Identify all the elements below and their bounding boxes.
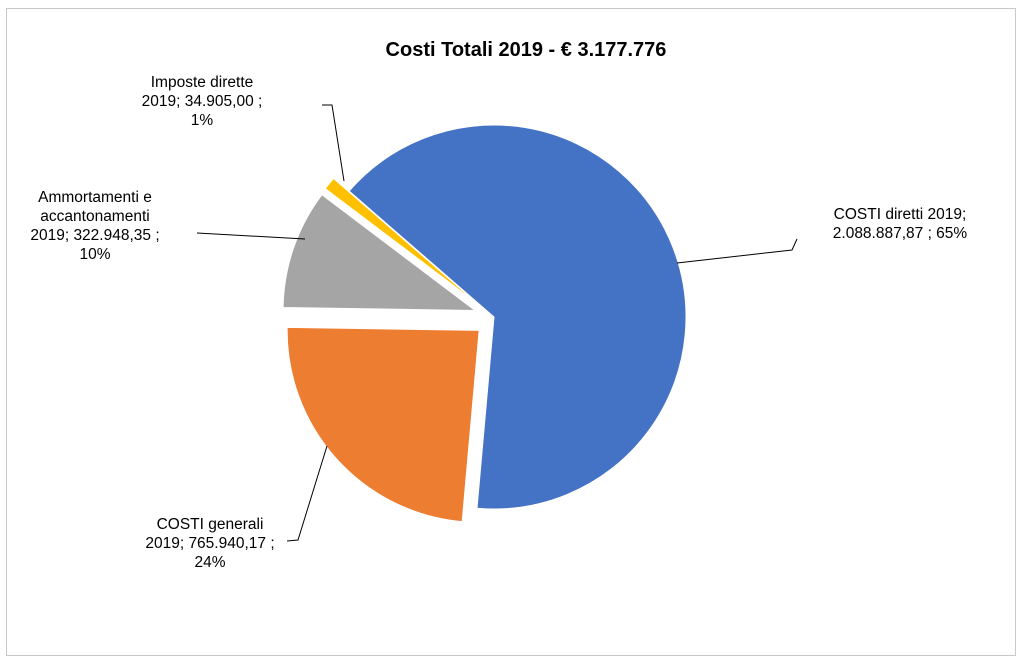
leader-line-2 <box>286 445 328 542</box>
leader-line-3 <box>196 232 306 240</box>
pie-slice-3 <box>282 194 477 312</box>
data-label-line: 2019; 765.940,17 ; <box>145 535 274 552</box>
pie-slice-4 <box>324 177 479 305</box>
data-label-line: accantonamenti <box>40 208 149 225</box>
data-label-line: 2019; 322.948,35 ; <box>30 227 159 244</box>
data-label-1: COSTI diretti 2019; 2.088.887,87 ; 65% <box>833 206 968 242</box>
leader-line-1 <box>676 238 798 264</box>
chart-frame: Costi Totali 2019 - € 3.177.776 COSTI di… <box>6 8 1016 656</box>
data-label-line: 10% <box>79 246 110 263</box>
data-label-line: COSTI generali <box>157 516 264 533</box>
data-label-2: COSTI generali 2019; 765.940,17 ; 24% <box>145 516 274 571</box>
leader-line-4 <box>322 104 345 182</box>
data-label-3: Ammortamenti e accantonamenti 2019; 322.94… <box>30 189 159 263</box>
pie-slice-1 <box>348 124 687 510</box>
data-label-line: 2019; 34.905,00 ; <box>142 93 263 110</box>
pie-chart: Costi Totali 2019 - € 3.177.776 COSTI di… <box>30 39 968 571</box>
chart-title: Costi Totali 2019 - € 3.177.776 <box>386 39 667 61</box>
data-label-line: 1% <box>191 112 214 129</box>
data-label-line: Ammortamenti e <box>38 189 152 206</box>
data-label-line: 24% <box>194 554 225 571</box>
pie-slice-2 <box>286 326 480 523</box>
data-label-4: Imposte dirette 2019; 34.905,00 ; 1% <box>142 74 263 129</box>
data-label-line: COSTI diretti 2019; <box>834 206 967 223</box>
data-label-line: 2.088.887,87 ; 65% <box>833 225 968 242</box>
data-label-line: Imposte dirette <box>151 74 254 91</box>
